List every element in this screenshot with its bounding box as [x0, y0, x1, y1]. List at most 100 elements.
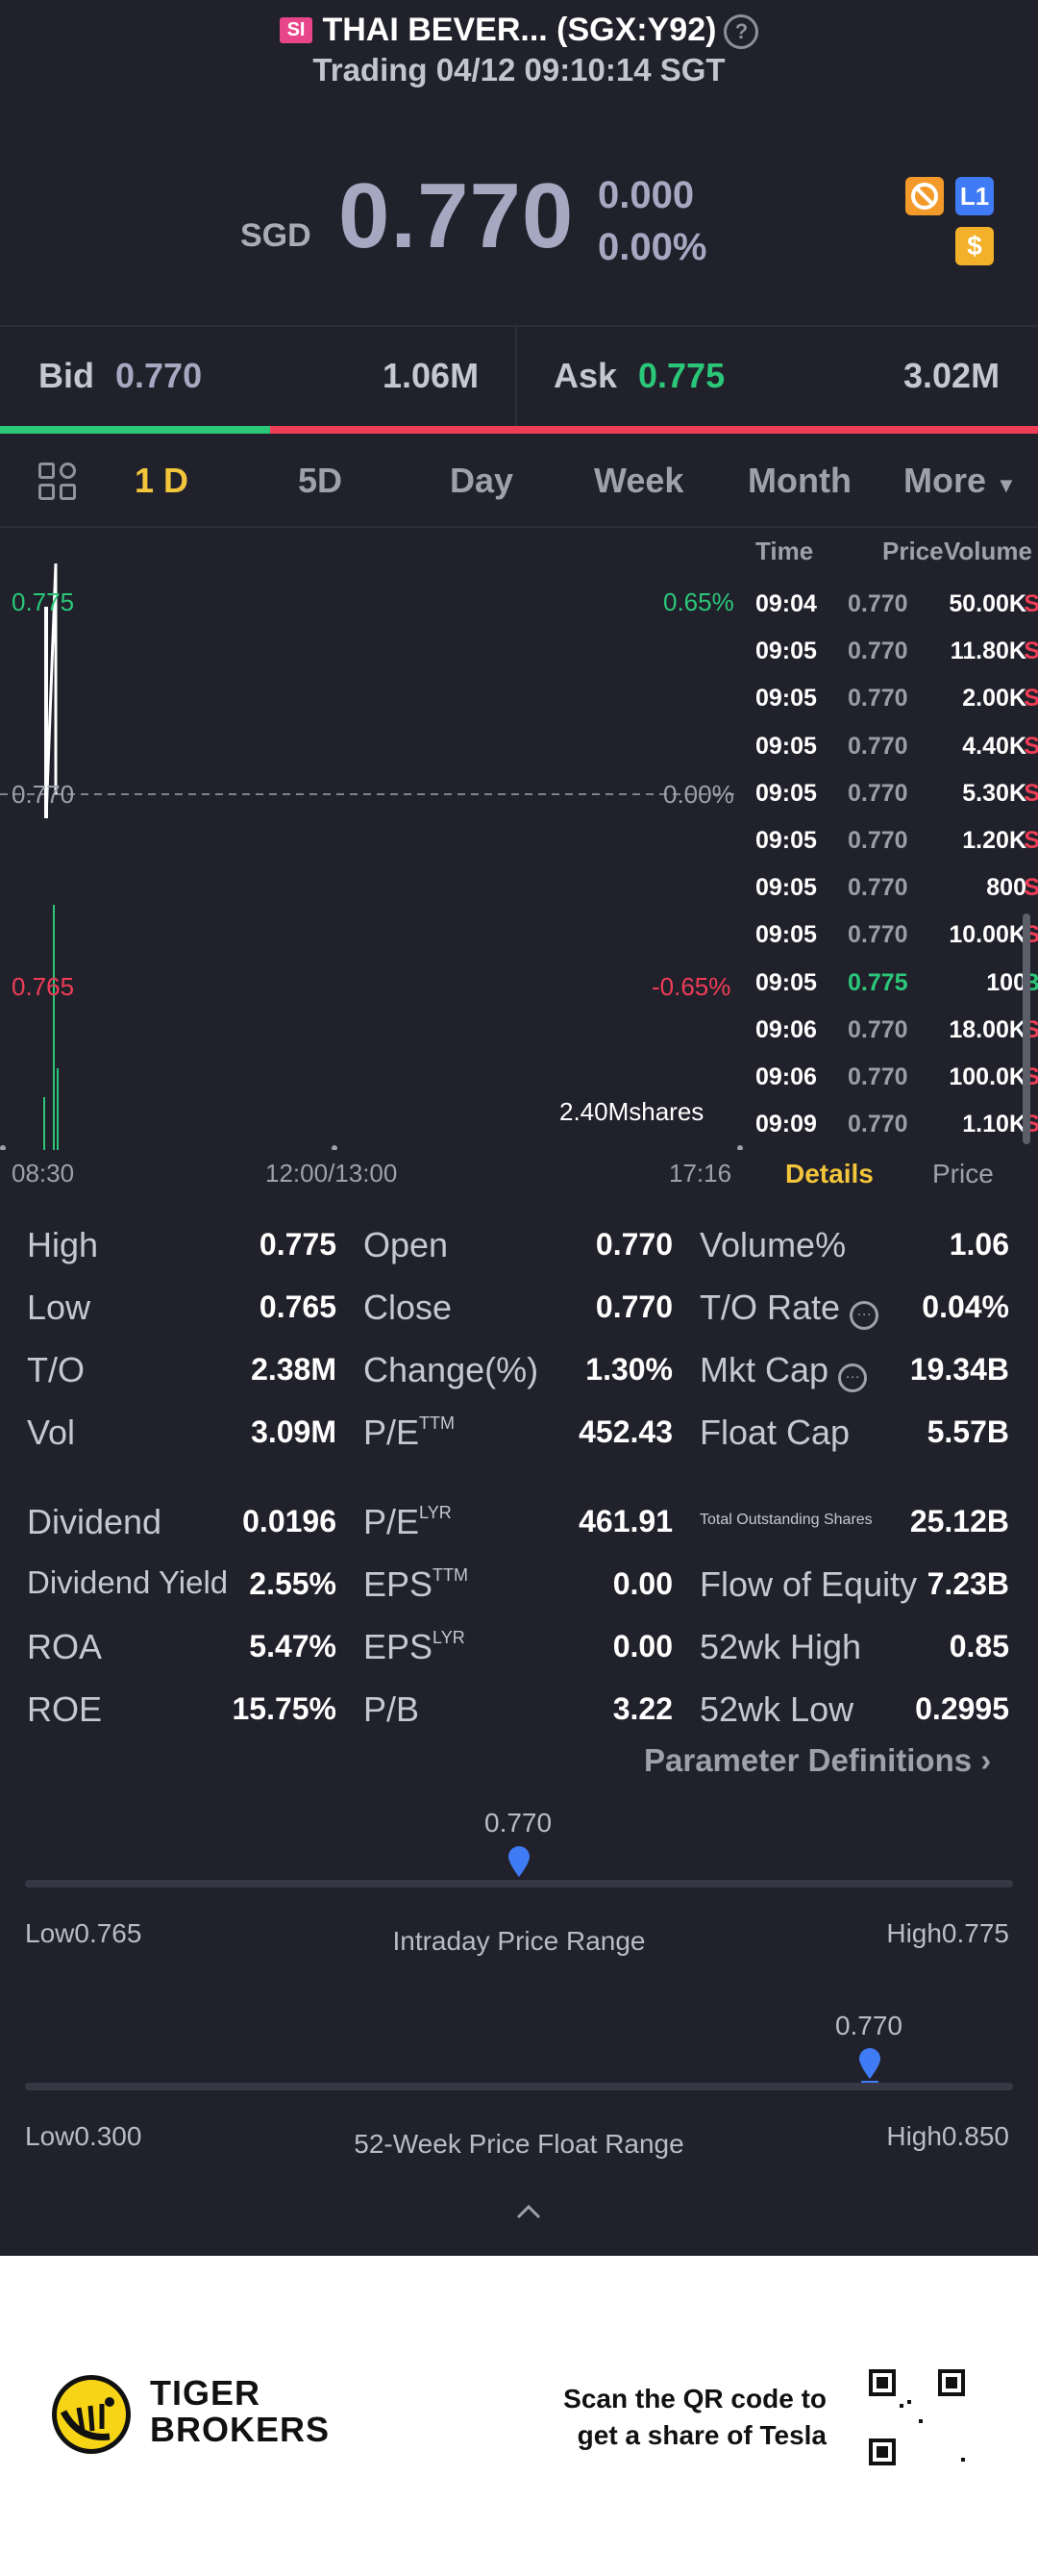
- trade-price: 0.770: [848, 685, 908, 713]
- stock-title[interactable]: SI THAI BEVER... (SGX:Y92)?: [0, 12, 1038, 49]
- stat-floatcap-label: Float Cap: [700, 1413, 851, 1452]
- stat-pe-lyr-text: P/E: [363, 1502, 420, 1541]
- stat-52wk-low-label: 52wk Low: [700, 1689, 854, 1729]
- trade-volume: 50.00K: [949, 590, 1026, 617]
- trade-row: 09:04 0.770 50.00K S: [755, 590, 1038, 638]
- trade-price: 0.770: [848, 921, 908, 949]
- trade-time: 09:09: [755, 1111, 817, 1138]
- stat-floatcap-value: 5.57B: [927, 1414, 1009, 1449]
- info-icon[interactable]: …: [838, 1363, 868, 1392]
- chart-period-tabs: 1 D 5D Day Week Month More ▼: [0, 434, 1038, 528]
- tab-details[interactable]: Details: [785, 1159, 874, 1188]
- bid-ratio-bar: [0, 426, 270, 434]
- intraday-current-value: 0.770: [484, 1808, 553, 1838]
- info-icon[interactable]: …: [850, 1301, 879, 1330]
- last-price: 0.770: [338, 164, 575, 267]
- trade-time: 09:04: [755, 590, 817, 617]
- trade-volume: 800: [986, 874, 1026, 902]
- trade-side: S: [1024, 874, 1038, 902]
- trade-time: 09:05: [755, 968, 817, 996]
- trade-row: 09:05 0.770 800 S: [755, 874, 1038, 921]
- week52-low-label: Low0.300: [25, 2121, 142, 2151]
- parameter-definitions-text: Parameter Definitions: [644, 1742, 973, 1778]
- trade-volume: 5.30K: [962, 779, 1026, 807]
- stat-eps-ttm-value: 0.00: [612, 1566, 673, 1601]
- trade-row: 09:05 0.770 1.20K S: [755, 827, 1038, 874]
- bid-ask-panel: Bid 0.770 1.06M Ask 0.775 3.02M: [0, 325, 1038, 427]
- y-label-high: 0.775: [12, 588, 75, 616]
- stat-pe-ttm-value: 452.43: [579, 1414, 673, 1449]
- intraday-marker-icon: [508, 1846, 530, 1877]
- intraday-chart[interactable]: 0.775 0.770 0.765 0.65% 0.00% -0.65% 2.4…: [0, 530, 750, 1151]
- trade-list-scrollbar[interactable]: [1023, 913, 1030, 1144]
- qr-code-icon[interactable]: [869, 2369, 965, 2465]
- trade-price: 0.770: [848, 638, 908, 665]
- stat-eps-lyr-label: EPSLYR: [363, 1627, 465, 1667]
- tab-more[interactable]: More ▼: [903, 461, 1017, 501]
- trade-time: 09:05: [755, 874, 817, 902]
- change-value: 0.000: [598, 174, 695, 216]
- stat-52wk-low-value: 0.2995: [915, 1691, 1009, 1726]
- stat-pb-label: P/B: [363, 1689, 420, 1729]
- tab-1d[interactable]: 1 D: [135, 461, 189, 500]
- x-tick-dot: [737, 1145, 743, 1151]
- ask-price: 0.775: [638, 356, 726, 395]
- trade-price: 0.770: [848, 874, 908, 902]
- trade-time: 09:05: [755, 779, 817, 807]
- trade-time: 09:05: [755, 732, 817, 760]
- bid-ask-divider: [515, 327, 517, 427]
- trade-side: S: [1024, 590, 1038, 617]
- tab-5d[interactable]: 5D: [298, 461, 343, 500]
- stat-eps-ttm-sup: TTM: [432, 1565, 469, 1585]
- stat-pe-ttm-sup: TTM: [419, 1413, 456, 1433]
- no-short-icon[interactable]: [905, 177, 944, 215]
- trade-row: 09:06 0.770 100.0K S: [755, 1063, 1038, 1111]
- stat-low-label: Low: [27, 1288, 91, 1327]
- stat-close-label: Close: [363, 1288, 453, 1327]
- trade-price: 0.770: [848, 590, 908, 617]
- chart-layout-icon[interactable]: [38, 463, 79, 503]
- price-change: 0.000 0.00%: [598, 169, 706, 273]
- chevron-down-icon: ▼: [996, 473, 1017, 497]
- stat-to-label: T/O: [27, 1350, 85, 1389]
- trade-side: S: [1024, 638, 1038, 665]
- trade-price: 0.770: [848, 1063, 908, 1090]
- level1-icon[interactable]: L1: [955, 177, 994, 215]
- tab-day[interactable]: Day: [450, 461, 514, 500]
- stat-dividend-label: Dividend: [27, 1502, 162, 1541]
- intraday-low-label: Low0.765: [25, 1918, 142, 1948]
- currency-label: SGD: [240, 217, 311, 254]
- trade-time: 09:05: [755, 827, 817, 854]
- tab-month[interactable]: Month: [748, 461, 852, 500]
- help-icon[interactable]: ?: [724, 14, 759, 49]
- pct-label-high: 0.65%: [663, 588, 734, 616]
- stat-open-value: 0.770: [595, 1227, 673, 1262]
- tab-price[interactable]: Price: [932, 1159, 994, 1188]
- stat-close-value: 0.770: [595, 1289, 673, 1324]
- stat-foe-label: Flow of Equity: [700, 1564, 918, 1604]
- promo-footer: TIGER BROKERS Scan the QR code to get a …: [0, 2256, 1038, 2576]
- week52-range-title: 52-Week Price Float Range: [354, 2129, 684, 2159]
- stat-vol-value: 3.09M: [251, 1414, 336, 1449]
- ask-size: 3.02M: [903, 356, 1001, 395]
- parameter-definitions-link[interactable]: Parameter Definitions ›: [644, 1742, 991, 1779]
- stat-vol-label: Vol: [27, 1413, 76, 1452]
- tab-week[interactable]: Week: [594, 461, 684, 500]
- week52-range-track: [25, 2083, 1013, 2090]
- dollar-icon[interactable]: $: [955, 227, 994, 265]
- intraday-range-title: Intraday Price Range: [392, 1926, 646, 1956]
- x-label-end: 17:16: [669, 1159, 732, 1188]
- trade-volume: 11.80K: [950, 638, 1026, 665]
- trade-side: S: [1024, 685, 1038, 713]
- trade-side: S: [1024, 779, 1038, 807]
- tiger-logo-icon: [52, 2375, 131, 2454]
- y-label-low: 0.765: [12, 972, 75, 1001]
- stat-dividend-value: 0.0196: [242, 1504, 336, 1538]
- trade-price: 0.770: [848, 1015, 908, 1043]
- stat-low-value: 0.765: [259, 1289, 336, 1324]
- intraday-high-label: High0.775: [886, 1918, 1009, 1948]
- trade-side: S: [1024, 827, 1038, 854]
- intraday-range-track: [25, 1880, 1013, 1888]
- bid-label: Bid: [38, 356, 94, 395]
- collapse-icon[interactable]: [515, 2202, 542, 2226]
